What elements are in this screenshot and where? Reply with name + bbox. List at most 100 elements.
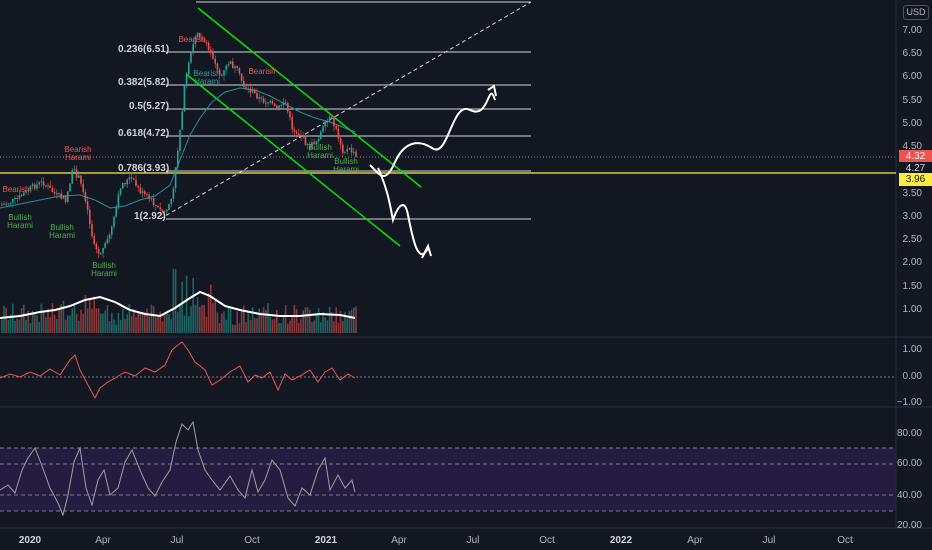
volume-bar: [159, 311, 161, 333]
volume-bar: [289, 320, 291, 333]
pattern-label: Bullish Harami: [333, 157, 359, 174]
candle: [119, 188, 122, 195]
candle: [1, 204, 3, 206]
volume-bar: [60, 304, 62, 333]
candle: [271, 101, 274, 104]
volume-bar: [130, 315, 133, 333]
volume-bar: [225, 319, 227, 333]
price-tick: 2.50: [902, 234, 922, 245]
volume-ma: [0, 290, 356, 319]
candle: [203, 40, 205, 43]
candle: [124, 182, 126, 185]
volume-bar: [185, 275, 188, 333]
projection-down-arrow: [421, 243, 432, 259]
candle: [56, 193, 58, 195]
time-tick: Jul: [762, 535, 776, 546]
volume-bar: [293, 305, 296, 333]
volume-bar: [27, 310, 29, 333]
candle: [194, 36, 197, 44]
candle: [97, 249, 100, 254]
volume-bar: [82, 313, 84, 333]
volume-bar: [25, 319, 27, 333]
currency-button[interactable]: USD: [903, 5, 929, 20]
volume-bar: [73, 303, 76, 333]
price-tick: 5.00: [902, 118, 922, 129]
volume-bar: [124, 318, 126, 333]
candle: [282, 102, 285, 106]
candle: [27, 190, 29, 192]
candle: [260, 97, 263, 99]
volume-bar: [80, 309, 82, 333]
volume-bar: [300, 319, 302, 333]
projection-up-path[interactable]: [369, 92, 496, 177]
volume-bar: [190, 306, 192, 333]
volume-bar: [12, 303, 14, 333]
candle: [69, 183, 71, 192]
volume-bar: [278, 322, 280, 333]
volume-bar: [216, 312, 219, 333]
candle: [161, 209, 164, 212]
volume-bar: [18, 319, 21, 333]
volume-bar: [346, 318, 348, 333]
candle: [210, 49, 212, 53]
candle: [135, 179, 137, 186]
candle: [73, 169, 76, 171]
volume-bar: [152, 305, 155, 333]
price-tick: 3.00: [902, 211, 922, 222]
candle: [346, 149, 348, 152]
rsi-tick: 60.00: [896, 458, 922, 469]
pattern-label: Bearish: [2, 185, 30, 194]
candle: [196, 33, 199, 37]
fib-label-0786: 0.786(3.93): [118, 163, 170, 174]
volume-bar: [304, 307, 307, 333]
candle: [306, 143, 309, 145]
pattern-label: Bullish Harami: [7, 213, 33, 230]
candle: [47, 185, 49, 187]
trend-line-dashed[interactable]: [159, 1, 532, 220]
candle: [216, 63, 219, 70]
channel-upper[interactable]: [197, 7, 422, 188]
volume-bar: [251, 307, 254, 333]
volume-bar: [106, 305, 109, 333]
volume-bar: [69, 315, 71, 333]
pattern-label: Bullish Harami: [91, 261, 117, 278]
volume-bar: [86, 308, 89, 333]
candle-series[interactable]: [1, 31, 357, 259]
volume-bar: [337, 322, 340, 333]
projection-down-path[interactable]: [377, 167, 429, 256]
candle: [141, 191, 144, 194]
candle: [328, 117, 331, 122]
candle: [152, 198, 155, 206]
volume-bar: [205, 316, 208, 333]
candle: [95, 243, 98, 250]
channel-lower[interactable]: [185, 73, 401, 247]
volume-bar: [67, 315, 69, 333]
candle: [243, 80, 245, 87]
time-tick: 2020: [18, 535, 42, 546]
candle: [16, 197, 18, 199]
volume-bar: [256, 318, 258, 333]
fib-retracement[interactable]: [166, 1, 531, 220]
volume-bar: [93, 296, 95, 333]
candle: [183, 85, 186, 112]
volume-bar: [214, 300, 216, 333]
candle: [258, 97, 260, 99]
volume-bar: [355, 306, 357, 333]
candle: [199, 33, 201, 38]
volume-bar: [236, 311, 238, 333]
volume-bar: [172, 268, 175, 333]
candle: [227, 64, 230, 66]
candle: [60, 193, 62, 199]
candle: [291, 117, 293, 130]
volume-bar: [14, 320, 16, 333]
volume-bar: [350, 309, 353, 333]
candle: [67, 191, 69, 202]
candle: [309, 143, 311, 149]
candle: [80, 175, 82, 184]
candle: [168, 204, 170, 210]
volume-bar: [1, 319, 3, 333]
candle: [302, 136, 304, 138]
volume-bar: [265, 309, 267, 333]
volume-bar: [49, 317, 51, 333]
